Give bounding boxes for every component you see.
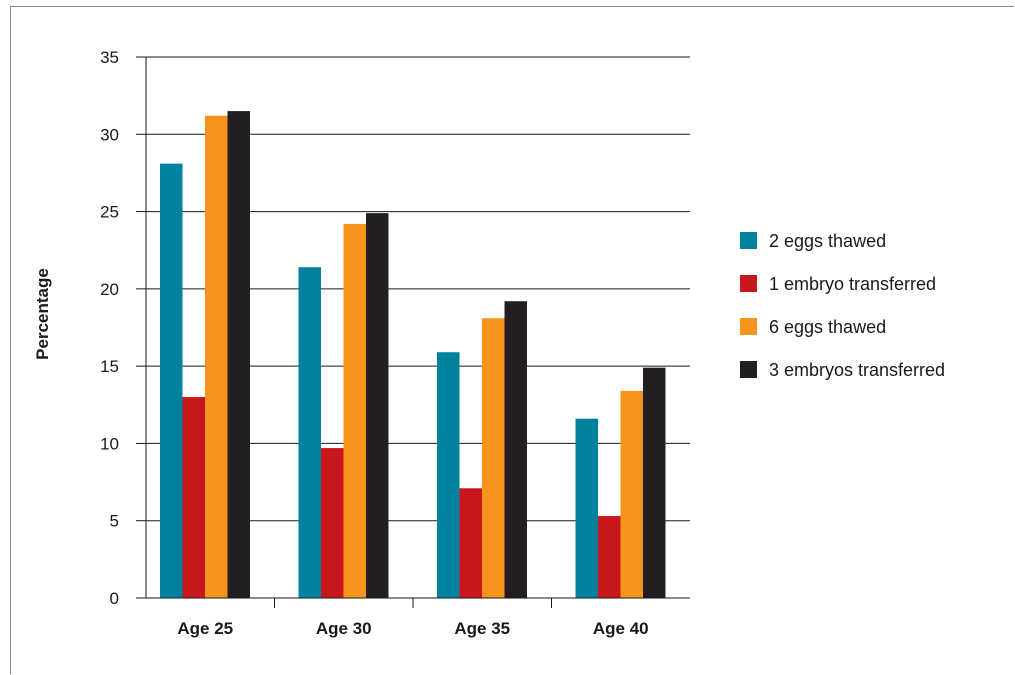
y-tick-label: 0 <box>110 589 119 608</box>
bar-1-embryo-transferred <box>459 488 482 598</box>
legend-swatch <box>740 318 757 335</box>
bar-1-embryo-transferred <box>182 397 205 598</box>
y-tick-label: 10 <box>100 434 119 453</box>
legend-label: 2 eggs thawed <box>769 231 886 251</box>
bar-2-eggs-thawed <box>575 418 598 598</box>
bar-6-eggs-thawed <box>343 223 366 599</box>
chart-frame <box>10 6 1014 674</box>
x-category-label: Age 30 <box>316 619 372 638</box>
axes <box>136 57 690 608</box>
legend-label: 6 eggs thawed <box>769 317 886 337</box>
y-tick-label: 20 <box>100 280 119 299</box>
x-category-label: Age 35 <box>454 619 510 638</box>
x-category-labels: Age 25 Age 30 Age 35 Age 40 <box>177 619 648 638</box>
legend-label: 1 embryo transferred <box>769 274 936 294</box>
bar-2-eggs-thawed <box>160 163 183 598</box>
y-tick-labels: 0 5 10 15 20 25 30 35 <box>100 48 119 608</box>
bar-3-embryos-transferred <box>366 213 389 599</box>
legend-label: 3 embryos transferred <box>769 360 945 380</box>
legend-swatch <box>740 232 757 249</box>
y-tick-label: 25 <box>100 203 119 222</box>
bar-3-embryos-transferred <box>643 367 666 598</box>
bar-1-embryo-transferred <box>321 448 344 598</box>
legend: 2 eggs thawed 1 embryo transferred 6 eggs … <box>740 231 945 380</box>
bar-2-eggs-thawed <box>437 352 460 598</box>
bar-3-embryos-transferred <box>504 301 527 598</box>
y-axis-label: Percentage <box>33 268 52 360</box>
bar-6-eggs-thawed <box>482 318 505 598</box>
bar-1-embryo-transferred <box>598 516 621 598</box>
bar-6-eggs-thawed <box>620 390 643 598</box>
y-tick-label: 15 <box>100 357 119 376</box>
bar-3-embryos-transferred <box>227 111 250 598</box>
y-tick-label: 5 <box>110 512 119 531</box>
bars <box>160 111 666 599</box>
legend-swatch <box>740 275 757 292</box>
y-tick-label: 35 <box>100 48 119 67</box>
bar-6-eggs-thawed <box>205 115 228 598</box>
bar-2-eggs-thawed <box>298 267 321 598</box>
x-category-label: Age 40 <box>593 619 649 638</box>
x-category-label: Age 25 <box>177 619 233 638</box>
legend-swatch <box>740 361 757 378</box>
y-tick-label: 30 <box>100 125 119 144</box>
